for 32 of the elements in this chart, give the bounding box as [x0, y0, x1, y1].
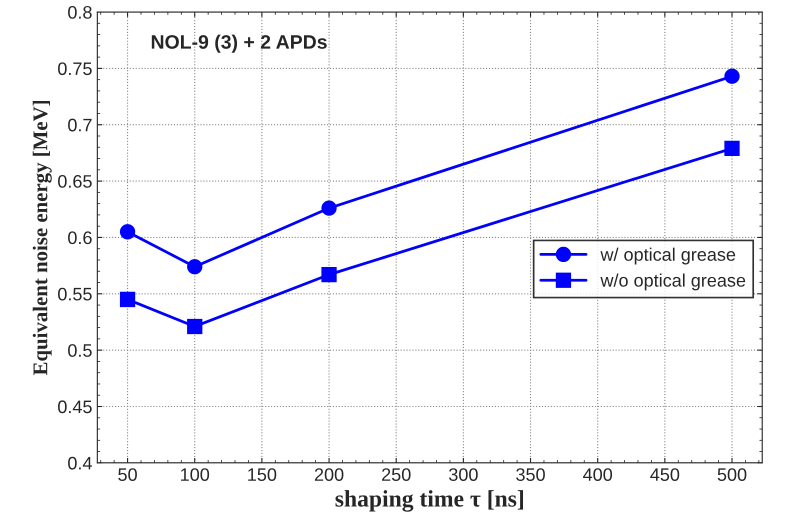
y-tick-label: 0.55	[58, 288, 92, 301]
y-tick-label: 0.75	[58, 62, 92, 76]
y-tick-label: 0.45	[58, 400, 92, 414]
y-tick-label: 0.7	[68, 118, 92, 132]
x-tick-label: 350	[516, 468, 545, 481]
y-tick-label: 0.6	[68, 231, 92, 244]
point	[187, 318, 202, 334]
point	[724, 140, 740, 156]
point	[187, 259, 202, 274]
x-tick-label: 50	[118, 468, 137, 481]
point	[120, 292, 136, 308]
legend-label: w/o optical grease	[600, 274, 746, 290]
x-axis-title: shaping time τ [ns]	[336, 490, 524, 512]
point	[724, 68, 740, 84]
x-tick-label: 300	[448, 468, 478, 481]
x-tick-label: 450	[650, 468, 680, 481]
point	[321, 200, 337, 216]
x-tick-label: 200	[314, 468, 344, 481]
x-tick-label: 250	[382, 468, 411, 481]
x-tick-label: 150	[248, 468, 276, 481]
y-axis-title: Equivalent noise energy [MeV]	[32, 100, 52, 376]
point	[120, 224, 136, 240]
text: NOL-9 (3) + 2 APDs	[152, 34, 327, 53]
legend-label: w/ optical grease	[600, 248, 736, 264]
y-tick-label: 0.65	[58, 175, 92, 188]
point	[321, 266, 337, 282]
x-tick-label: 400	[583, 468, 612, 481]
y-tick-label: 0.5	[68, 344, 92, 357]
y-tick-label: 0.4	[68, 456, 92, 470]
y-tick-label: 0.8	[68, 6, 92, 19]
x-tick-label: 100	[181, 468, 210, 481]
x-tick-label: 500	[718, 468, 746, 481]
